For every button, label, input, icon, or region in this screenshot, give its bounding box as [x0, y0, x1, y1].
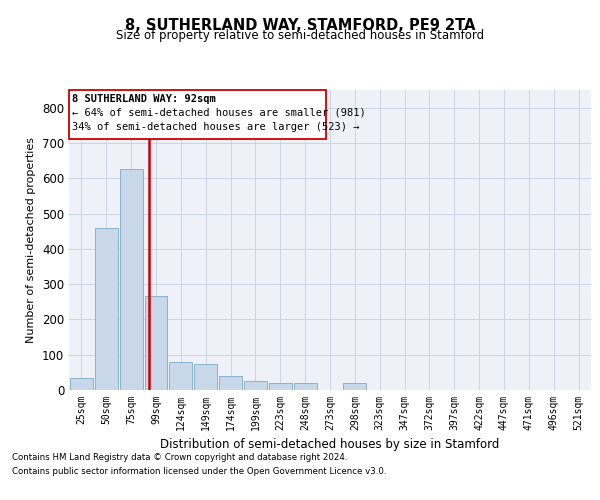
Text: Size of property relative to semi-detached houses in Stamford: Size of property relative to semi-detach…: [116, 29, 484, 42]
Bar: [294, 383, 317, 390]
Text: Contains public sector information licensed under the Open Government Licence v3: Contains public sector information licen…: [12, 468, 386, 476]
Bar: [269, 383, 292, 390]
Bar: [169, 362, 192, 390]
Bar: [244, 381, 267, 390]
FancyBboxPatch shape: [70, 90, 326, 140]
Text: 8, SUTHERLAND WAY, STAMFORD, PE9 2TA: 8, SUTHERLAND WAY, STAMFORD, PE9 2TA: [125, 18, 475, 32]
Text: Contains HM Land Registry data © Crown copyright and database right 2024.: Contains HM Land Registry data © Crown c…: [12, 452, 347, 462]
Text: 34% of semi-detached houses are larger (523) →: 34% of semi-detached houses are larger (…: [72, 122, 359, 132]
Y-axis label: Number of semi-detached properties: Number of semi-detached properties: [26, 137, 37, 343]
Bar: [194, 364, 217, 390]
Bar: [120, 170, 143, 390]
Bar: [145, 296, 167, 390]
Text: 8 SUTHERLAND WAY: 92sqm: 8 SUTHERLAND WAY: 92sqm: [72, 94, 216, 104]
Bar: [70, 378, 93, 390]
Bar: [343, 383, 366, 390]
Bar: [219, 376, 242, 390]
Bar: [95, 228, 118, 390]
X-axis label: Distribution of semi-detached houses by size in Stamford: Distribution of semi-detached houses by …: [160, 438, 500, 452]
Text: ← 64% of semi-detached houses are smaller (981): ← 64% of semi-detached houses are smalle…: [72, 108, 366, 118]
